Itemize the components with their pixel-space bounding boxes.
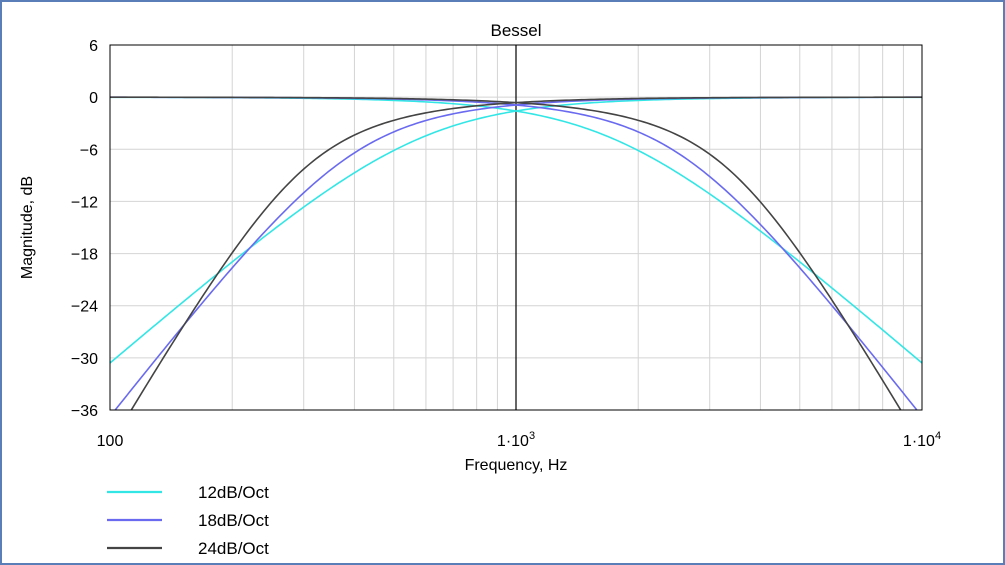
y-tick-label: −12 — [71, 194, 98, 211]
legend: 12dB/Oct 18dB/Oct 24dB/Oct — [107, 483, 269, 558]
y-tick-label: −30 — [71, 351, 98, 368]
x-tick-label: 1·104 — [903, 430, 941, 450]
plot-border — [109, 44, 923, 411]
y-tick-label: −24 — [71, 299, 98, 316]
chart-title: Bessel — [490, 21, 541, 40]
y-tick-label: −36 — [71, 403, 98, 420]
y-tick-labels: 6 0 −6 −12 −18 −24 −30 −36 — [71, 38, 98, 420]
legend-label: 18dB/Oct — [198, 511, 269, 530]
plot-grid — [110, 45, 922, 410]
x-axis-label: Frequency, Hz — [465, 457, 568, 474]
x-tick-label: 1·103 — [497, 430, 535, 450]
y-tick-label: 0 — [89, 90, 98, 107]
y-tick-label: −18 — [71, 247, 98, 264]
y-axis-label: Magnitude, dB — [19, 176, 36, 279]
series-3-highpass-line — [130, 96, 922, 410]
y-tick-label: 6 — [89, 38, 98, 55]
x-tick-labels: 100 1·103 1·104 — [97, 430, 941, 450]
y-tick-label: −6 — [80, 142, 98, 159]
legend-label: 12dB/Oct — [198, 483, 269, 502]
plot-curves — [110, 96, 922, 410]
x-tick-label: 100 — [97, 433, 124, 450]
legend-label: 24dB/Oct — [198, 539, 269, 558]
